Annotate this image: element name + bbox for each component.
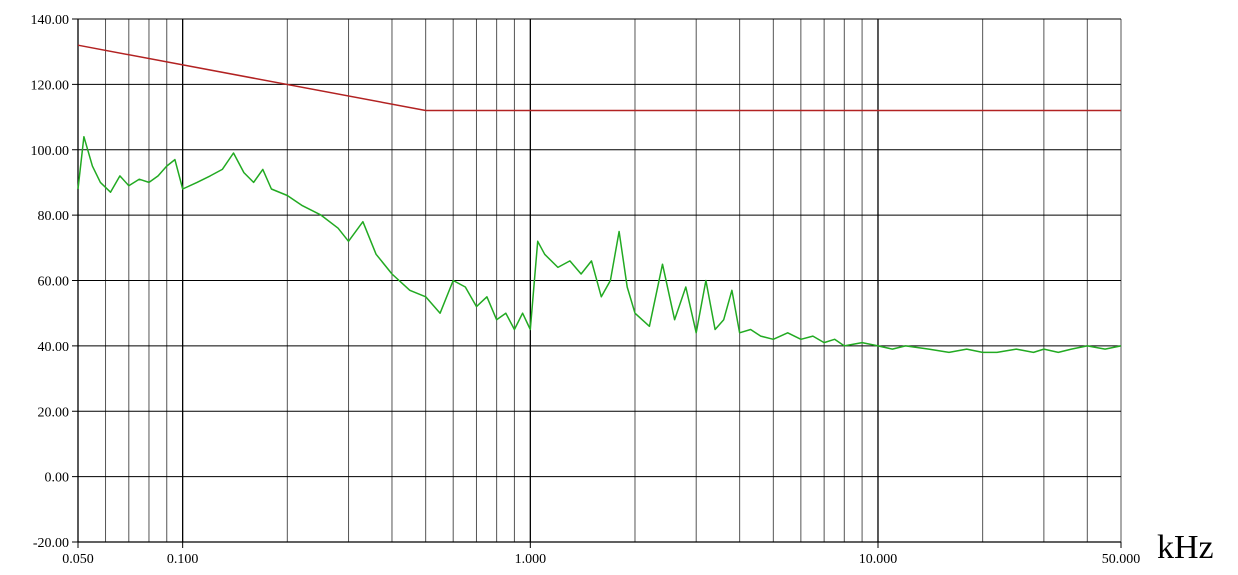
y-tick-label: 120.00 bbox=[31, 78, 70, 93]
x-tick-label: 0.050 bbox=[62, 552, 94, 567]
y-tick-label: 60.00 bbox=[38, 275, 70, 290]
y-tick-label: 20.00 bbox=[38, 405, 70, 420]
x-tick-label: 0.100 bbox=[167, 552, 199, 567]
x-tick-label: 10.000 bbox=[859, 552, 898, 567]
y-tick-label: 40.00 bbox=[38, 340, 70, 355]
tick-labels: 140.00 120.00 100.00 80.00 60.00 40.00 20.00 0.… bbox=[31, 13, 1141, 567]
x-tick-label: 1.000 bbox=[515, 552, 547, 567]
measurement-line bbox=[77, 135, 1122, 354]
y-tick-label: 80.00 bbox=[38, 209, 70, 224]
x-tick-label: 50.000 bbox=[1102, 552, 1141, 567]
limit-line bbox=[77, 44, 1121, 112]
y-tick-label: 140.00 bbox=[31, 13, 70, 28]
y-tick-label: 0.00 bbox=[45, 471, 70, 486]
axes bbox=[72, 18, 1122, 548]
series-layer bbox=[77, 44, 1122, 354]
y-tick-label: 100.00 bbox=[31, 144, 70, 159]
x-unit-label: kHz bbox=[1157, 529, 1214, 566]
y-tick-label: -20.00 bbox=[33, 536, 69, 551]
